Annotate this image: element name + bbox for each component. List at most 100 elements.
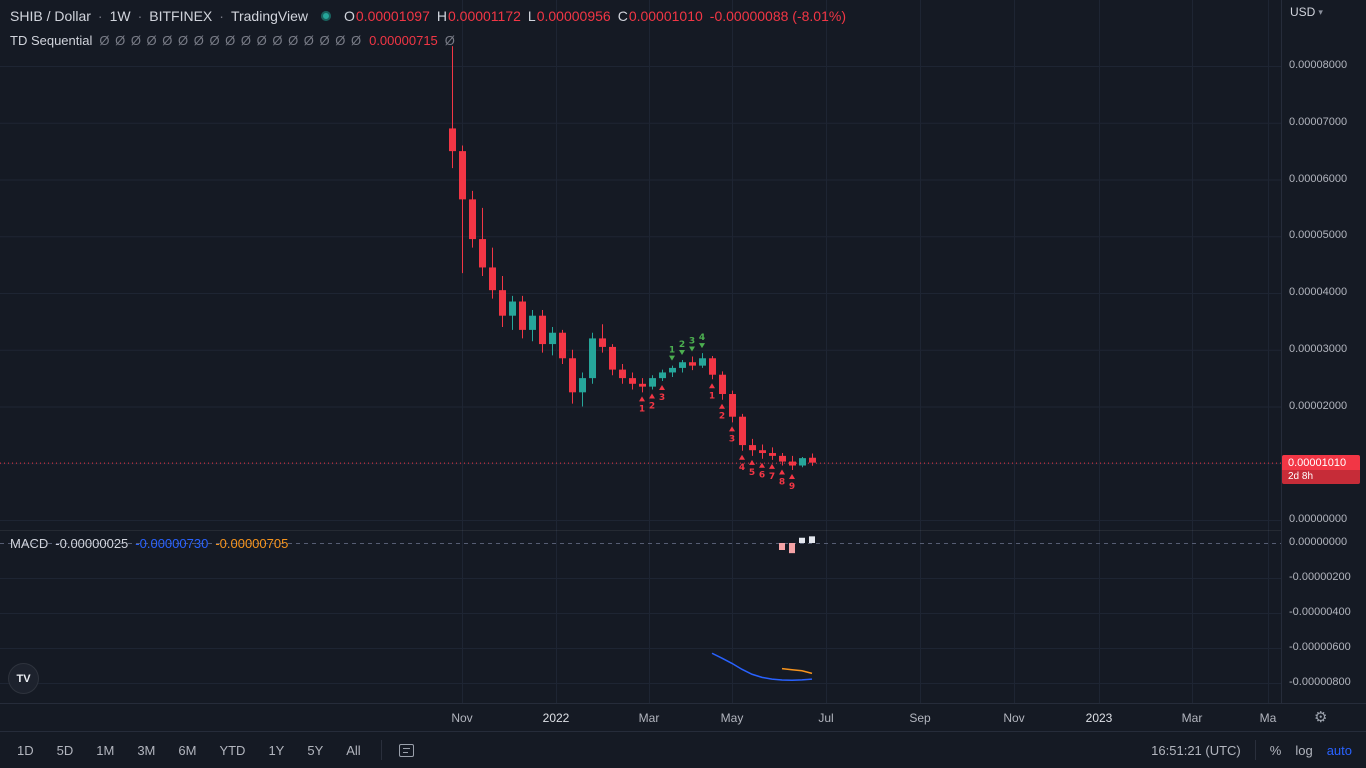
price-axis-label: 0.00008000 (1289, 59, 1348, 71)
bar-countdown: 2d 8h (1282, 470, 1360, 484)
candle[interactable] (609, 346, 616, 370)
exchange-label[interactable]: BITFINEX (149, 8, 213, 24)
auto-scale-button[interactable]: auto (1326, 742, 1352, 758)
candle[interactable] (669, 367, 676, 373)
candle[interactable] (529, 315, 536, 330)
candle[interactable] (649, 378, 656, 387)
high-value: 0.00001172 (447, 8, 521, 24)
tradingview-logo-icon[interactable]: TV (8, 663, 39, 694)
candle[interactable] (659, 372, 666, 379)
td-sequential-title[interactable]: TD Sequential (10, 33, 93, 48)
price-axis[interactable]: USD ▾ 0.00008000 0.00007000 0.00006000 0.00… (1281, 0, 1366, 731)
macd-hist-value: -0.00000025 (55, 536, 129, 551)
range-5y-button[interactable]: 5Y (307, 742, 324, 758)
candle[interactable] (569, 358, 576, 393)
price-axis-label: 0.00004000 (1289, 286, 1348, 298)
candle[interactable] (699, 358, 706, 366)
td-count-red: 2 (649, 401, 655, 411)
go-to-date-icon[interactable] (398, 743, 414, 757)
candle[interactable] (799, 458, 806, 466)
candle[interactable] (679, 362, 686, 368)
percent-scale-button[interactable]: % (1269, 742, 1282, 758)
range-1y-button[interactable]: 1Y (268, 742, 285, 758)
price-axis-label: 0.00000000 (1289, 513, 1348, 525)
range-1m-button[interactable]: 1M (96, 742, 115, 758)
chevron-down-icon: ▾ (1318, 6, 1323, 17)
price-axis-label: 0.00006000 (1289, 172, 1348, 185)
last-price-value: 0.00001010 (1288, 457, 1347, 469)
td-sequential-legend: TD Sequential Ø Ø Ø Ø Ø Ø Ø Ø Ø Ø Ø Ø Ø … (10, 33, 456, 48)
toolbar-divider (380, 740, 382, 760)
td-current-value: 0.00000715 (369, 33, 438, 48)
candle[interactable] (579, 378, 586, 393)
interval-label[interactable]: 1W (109, 8, 131, 24)
currency-selector[interactable]: USD ▾ (1290, 5, 1323, 19)
td-count-red: 1 (639, 404, 645, 414)
bottom-toolbar: 1D 5D 1M 3M 6M YTD 1Y 5Y All 16:51:21 (UTC) % lo… (0, 731, 1366, 768)
td-count-green: 2 (679, 340, 685, 350)
candle[interactable] (509, 301, 516, 316)
candle[interactable] (589, 338, 596, 379)
pane-separator[interactable] (0, 530, 1366, 531)
log-scale-button[interactable]: log (1295, 742, 1313, 758)
candle[interactable] (709, 358, 716, 375)
candle[interactable] (539, 315, 546, 345)
candle[interactable] (619, 369, 626, 379)
candle[interactable] (759, 450, 766, 454)
separator-dot: · (97, 8, 103, 24)
gear-icon[interactable]: ⚙ (1314, 709, 1328, 726)
candle[interactable] (479, 239, 486, 268)
td-count-red: 5 (749, 468, 755, 478)
time-axis[interactable]: Nov 2022 Mar May Jul Sep Nov 2023 Mar Ma ⚙ (0, 703, 1366, 731)
candle[interactable] (599, 338, 606, 347)
candle[interactable] (469, 199, 476, 240)
scale-group: 16:51:21 (UTC) % log auto (1151, 740, 1352, 760)
candle[interactable] (559, 332, 566, 359)
td-count-red: 9 (789, 482, 795, 492)
time-axis-label: Nov (451, 711, 473, 725)
low-value: 0.00000956 (536, 8, 611, 24)
symbol-title[interactable]: SHIB / Dollar (10, 8, 91, 24)
candle[interactable] (689, 362, 696, 366)
range-buttons: 1D 5D 1M 3M 6M YTD 1Y 5Y All (14, 741, 364, 760)
candle[interactable] (719, 374, 726, 395)
market-status-icon[interactable] (321, 11, 331, 21)
td-count-red: 3 (659, 393, 665, 403)
macd-title[interactable]: MACD (10, 536, 49, 551)
clock-utc[interactable]: 16:51:21 (UTC) (1151, 742, 1241, 758)
candle[interactable] (499, 290, 506, 316)
candle[interactable] (449, 128, 456, 152)
candle[interactable] (789, 461, 796, 466)
candle[interactable] (639, 383, 646, 387)
price-axis-label: 0.00000000 (1289, 536, 1348, 548)
td-count-red: 3 (729, 434, 735, 444)
change-value: -0.00000088 (-8.01%) (709, 8, 846, 24)
time-axis-label: May (720, 711, 744, 725)
last-price-label: 0.00001010 2d 8h (1282, 455, 1360, 484)
candle[interactable] (459, 151, 466, 200)
range-3m-button[interactable]: 3M (137, 742, 156, 758)
range-ytd-button[interactable]: YTD (219, 742, 246, 758)
range-5d-button[interactable]: 5D (56, 742, 74, 758)
candle[interactable] (549, 332, 556, 345)
td-count-green: 3 (689, 337, 695, 347)
candle[interactable] (809, 457, 816, 463)
candle[interactable] (739, 416, 746, 446)
candle[interactable] (779, 455, 786, 462)
separator-dot: · (137, 8, 143, 24)
candle[interactable] (729, 394, 736, 417)
close-value: 0.00001010 (628, 8, 703, 24)
candle[interactable] (489, 267, 496, 291)
range-1d-button[interactable]: 1D (17, 742, 34, 758)
macd-signal-value: -0.00000705 (215, 536, 289, 551)
time-axis-label: 2023 (1085, 711, 1113, 725)
candle[interactable] (769, 453, 776, 456)
range-all-button[interactable]: All (346, 742, 361, 758)
symbol-legend: SHIB / Dollar · 1W · BITFINEX · TradingV… (10, 8, 846, 24)
candle[interactable] (519, 301, 526, 330)
range-6m-button[interactable]: 6M (178, 742, 197, 758)
candle[interactable] (749, 445, 756, 451)
candle[interactable] (629, 378, 636, 384)
